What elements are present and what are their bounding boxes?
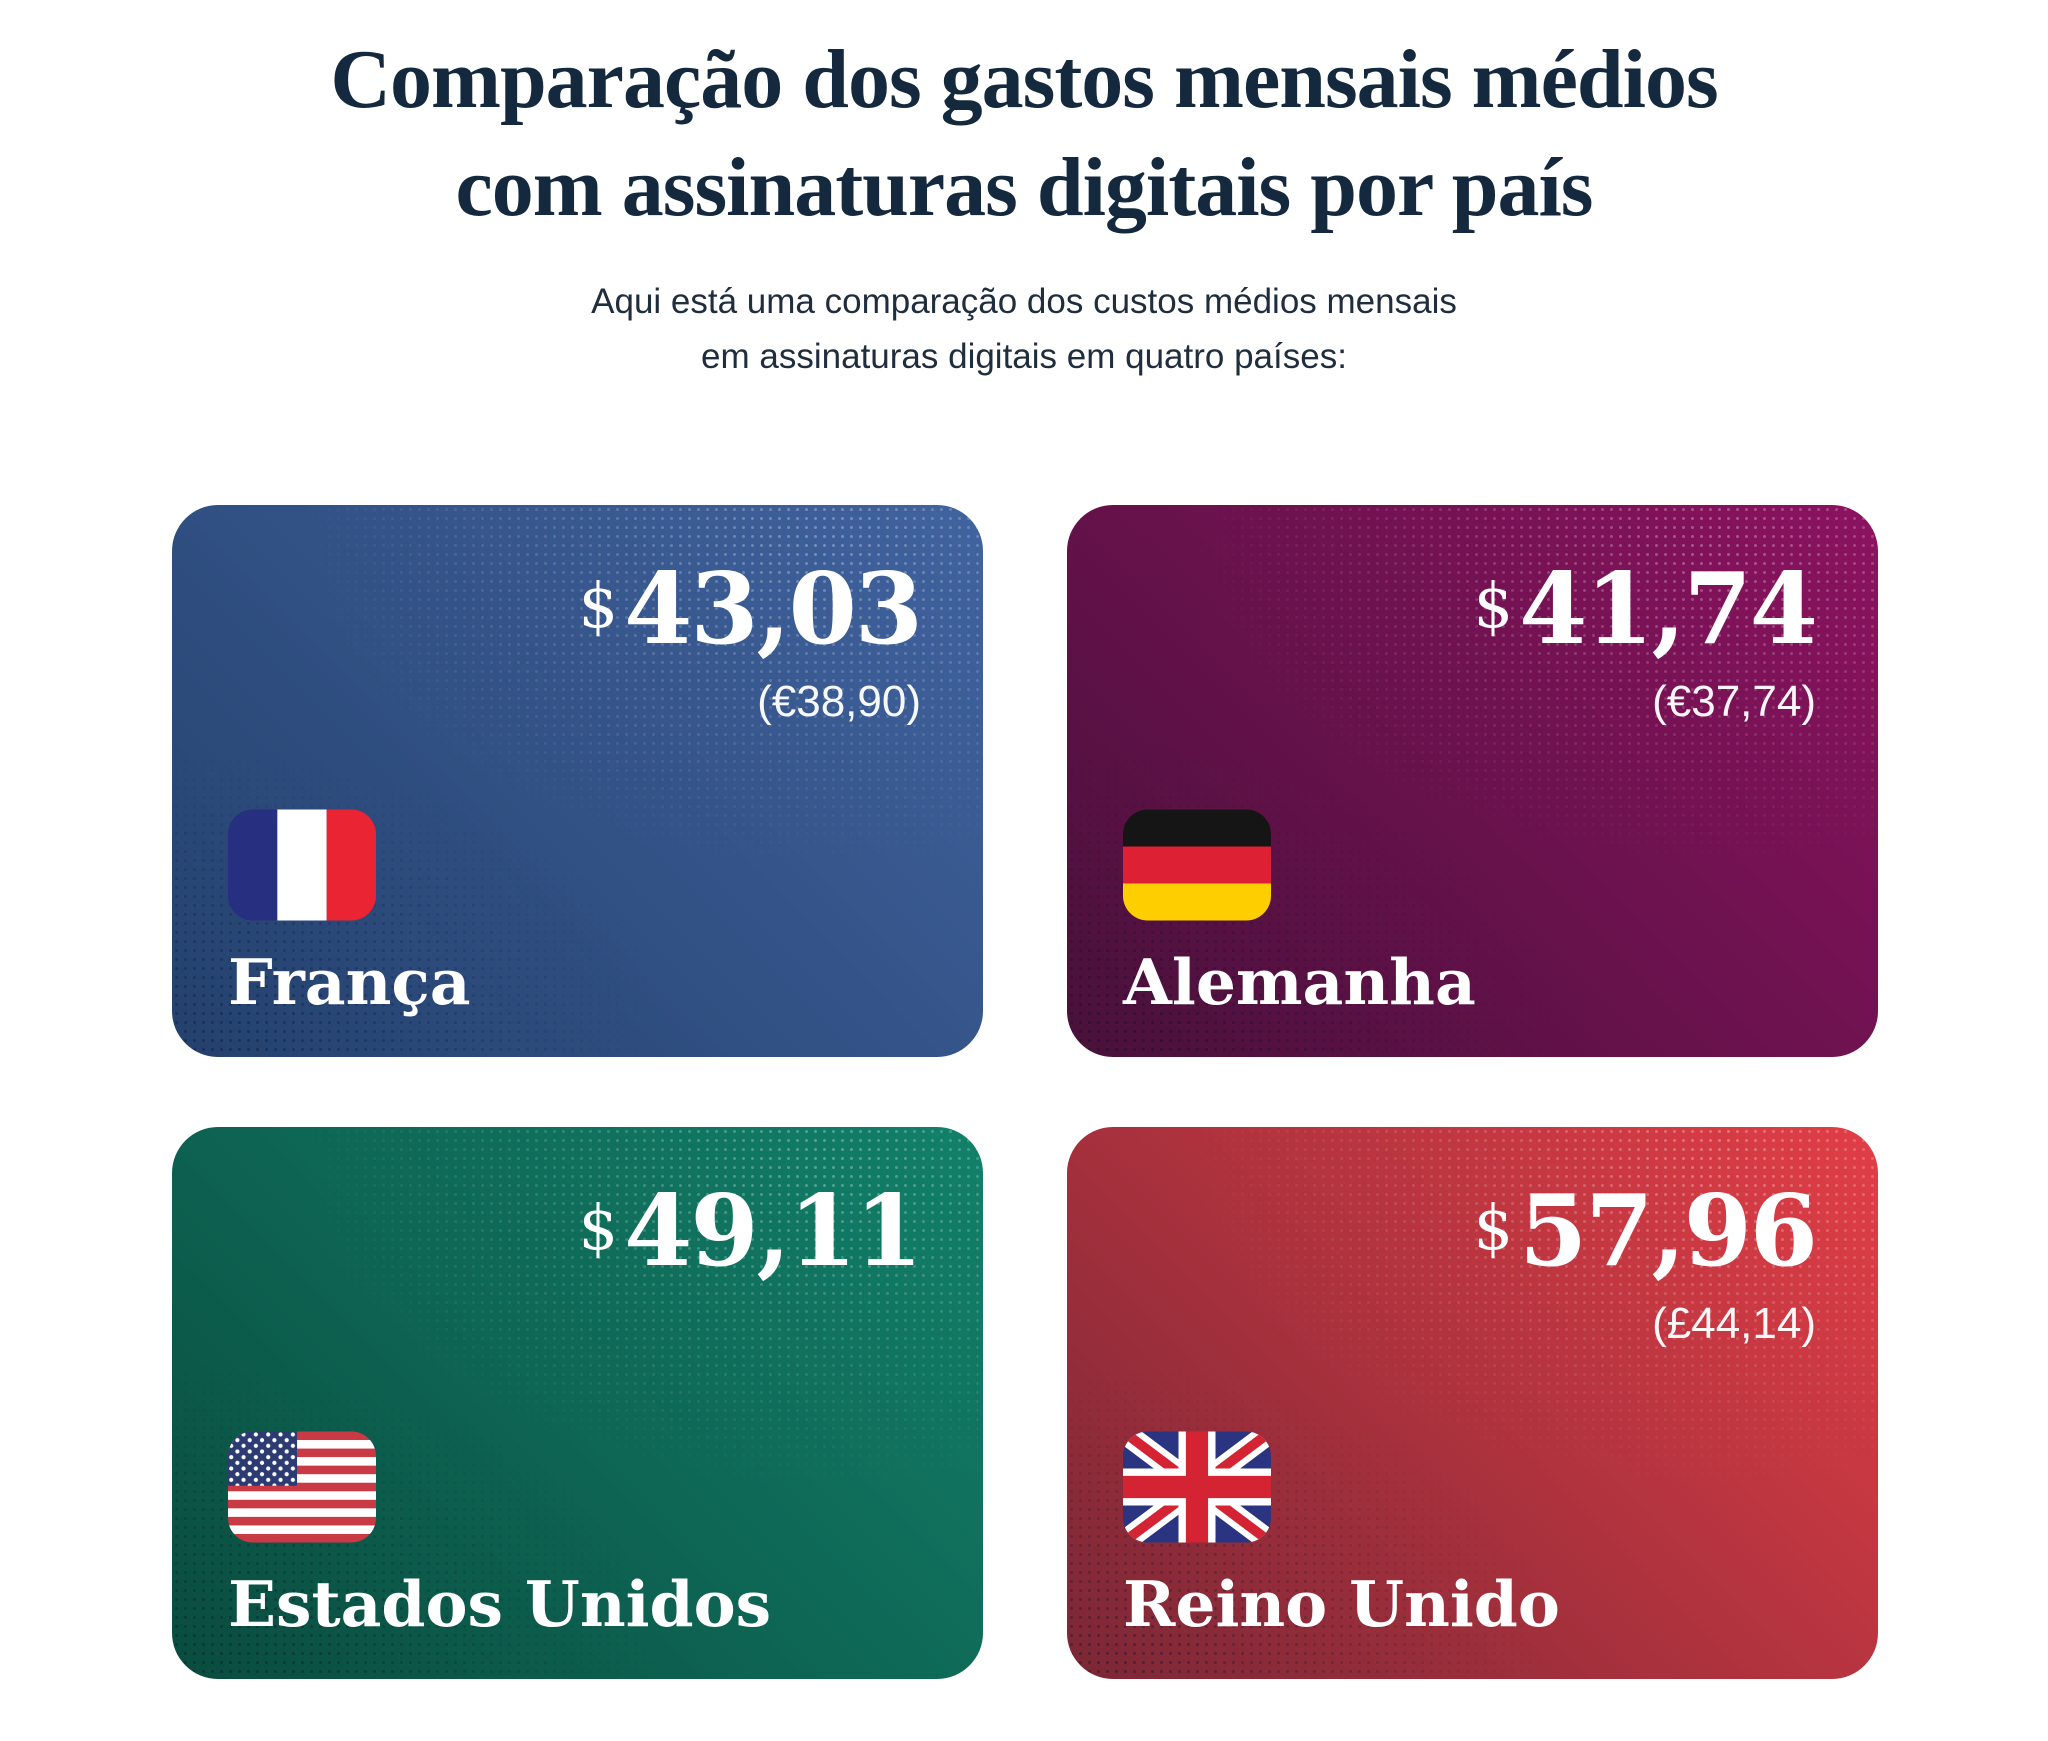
usd-price: $57,96 (1123, 1183, 1818, 1281)
usd-amount: 41,74 (1519, 552, 1818, 667)
card-franca: $43,03 (€38,90) França (172, 505, 983, 1057)
uk-flag-icon (1123, 1430, 1271, 1544)
header: Comparação dos gastos mensais médios com… (0, 0, 2048, 384)
local-amount: (€37,74) (1652, 677, 1816, 726)
page-title-line1: Comparação dos gastos mensais médios (330, 33, 1718, 126)
usd-price: $49,11 (228, 1183, 923, 1281)
country-label: Alemanha (1123, 944, 1476, 1019)
dollar-sign: $ (1473, 569, 1514, 642)
local-amount (228, 1295, 921, 1352)
page-title: Comparação dos gastos mensais médios com… (0, 0, 2048, 241)
page-subtitle: Aqui está uma comparação dos custos médi… (0, 275, 2048, 384)
country-label: Reino Unido (1123, 1566, 1560, 1641)
germany-flag-icon (1123, 808, 1271, 922)
country-label: França (228, 944, 471, 1019)
usd-amount: 57,96 (1519, 1174, 1818, 1289)
country-card-grid: $43,03 (€38,90) França $41,74 (€37,74) (172, 505, 1878, 1679)
usd-price: $41,74 (1123, 561, 1818, 659)
usd-amount: 49,11 (624, 1174, 923, 1289)
local-amount: (£44,14) (1652, 1299, 1816, 1348)
page-subtitle-line2: em assinaturas digitais em quatro países… (701, 336, 1347, 376)
card-estados-unidos: $49,11 (172, 1127, 983, 1679)
usd-price: $43,03 (228, 561, 923, 659)
usd-amount: 43,03 (624, 552, 923, 667)
dollar-sign: $ (578, 569, 619, 642)
page-title-line2: com assinaturas digitais por país (455, 140, 1594, 234)
page-subtitle-line1: Aqui está uma comparação dos custos médi… (591, 282, 1457, 322)
usa-flag-icon (228, 1430, 376, 1544)
dollar-sign: $ (1473, 1191, 1514, 1264)
country-label: Estados Unidos (228, 1566, 772, 1641)
france-flag-icon (228, 808, 376, 922)
card-reino-unido: $57,96 (£44,14) Reino Unido (1067, 1127, 1878, 1679)
card-alemanha: $41,74 (€37,74) Alemanha (1067, 505, 1878, 1057)
local-amount: (€38,90) (757, 677, 921, 726)
dollar-sign: $ (578, 1191, 619, 1264)
